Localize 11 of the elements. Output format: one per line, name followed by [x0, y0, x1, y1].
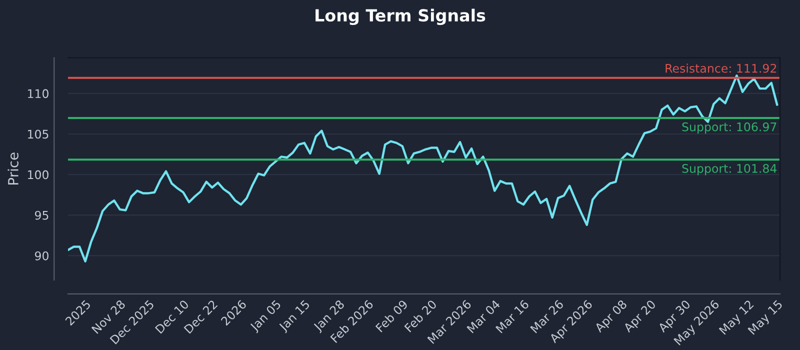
y-tick-label: 100	[28, 170, 48, 180]
ref-line-label: Resistance: 111.92	[666, 64, 776, 73]
y-tick-label: 95	[34, 210, 48, 220]
chart-title: Long Term Signals	[316, 8, 486, 26]
y-tick-label: 90	[34, 251, 48, 260]
y-tick-label: 105	[28, 130, 48, 139]
y-tick-label: 110	[28, 89, 48, 98]
line-series	[68, 74, 778, 262]
ref-line-label: Support: 101.84	[682, 164, 777, 176]
y-axis-title: Price	[8, 152, 18, 184]
ref-line-label: Support: 106.97	[682, 122, 776, 134]
